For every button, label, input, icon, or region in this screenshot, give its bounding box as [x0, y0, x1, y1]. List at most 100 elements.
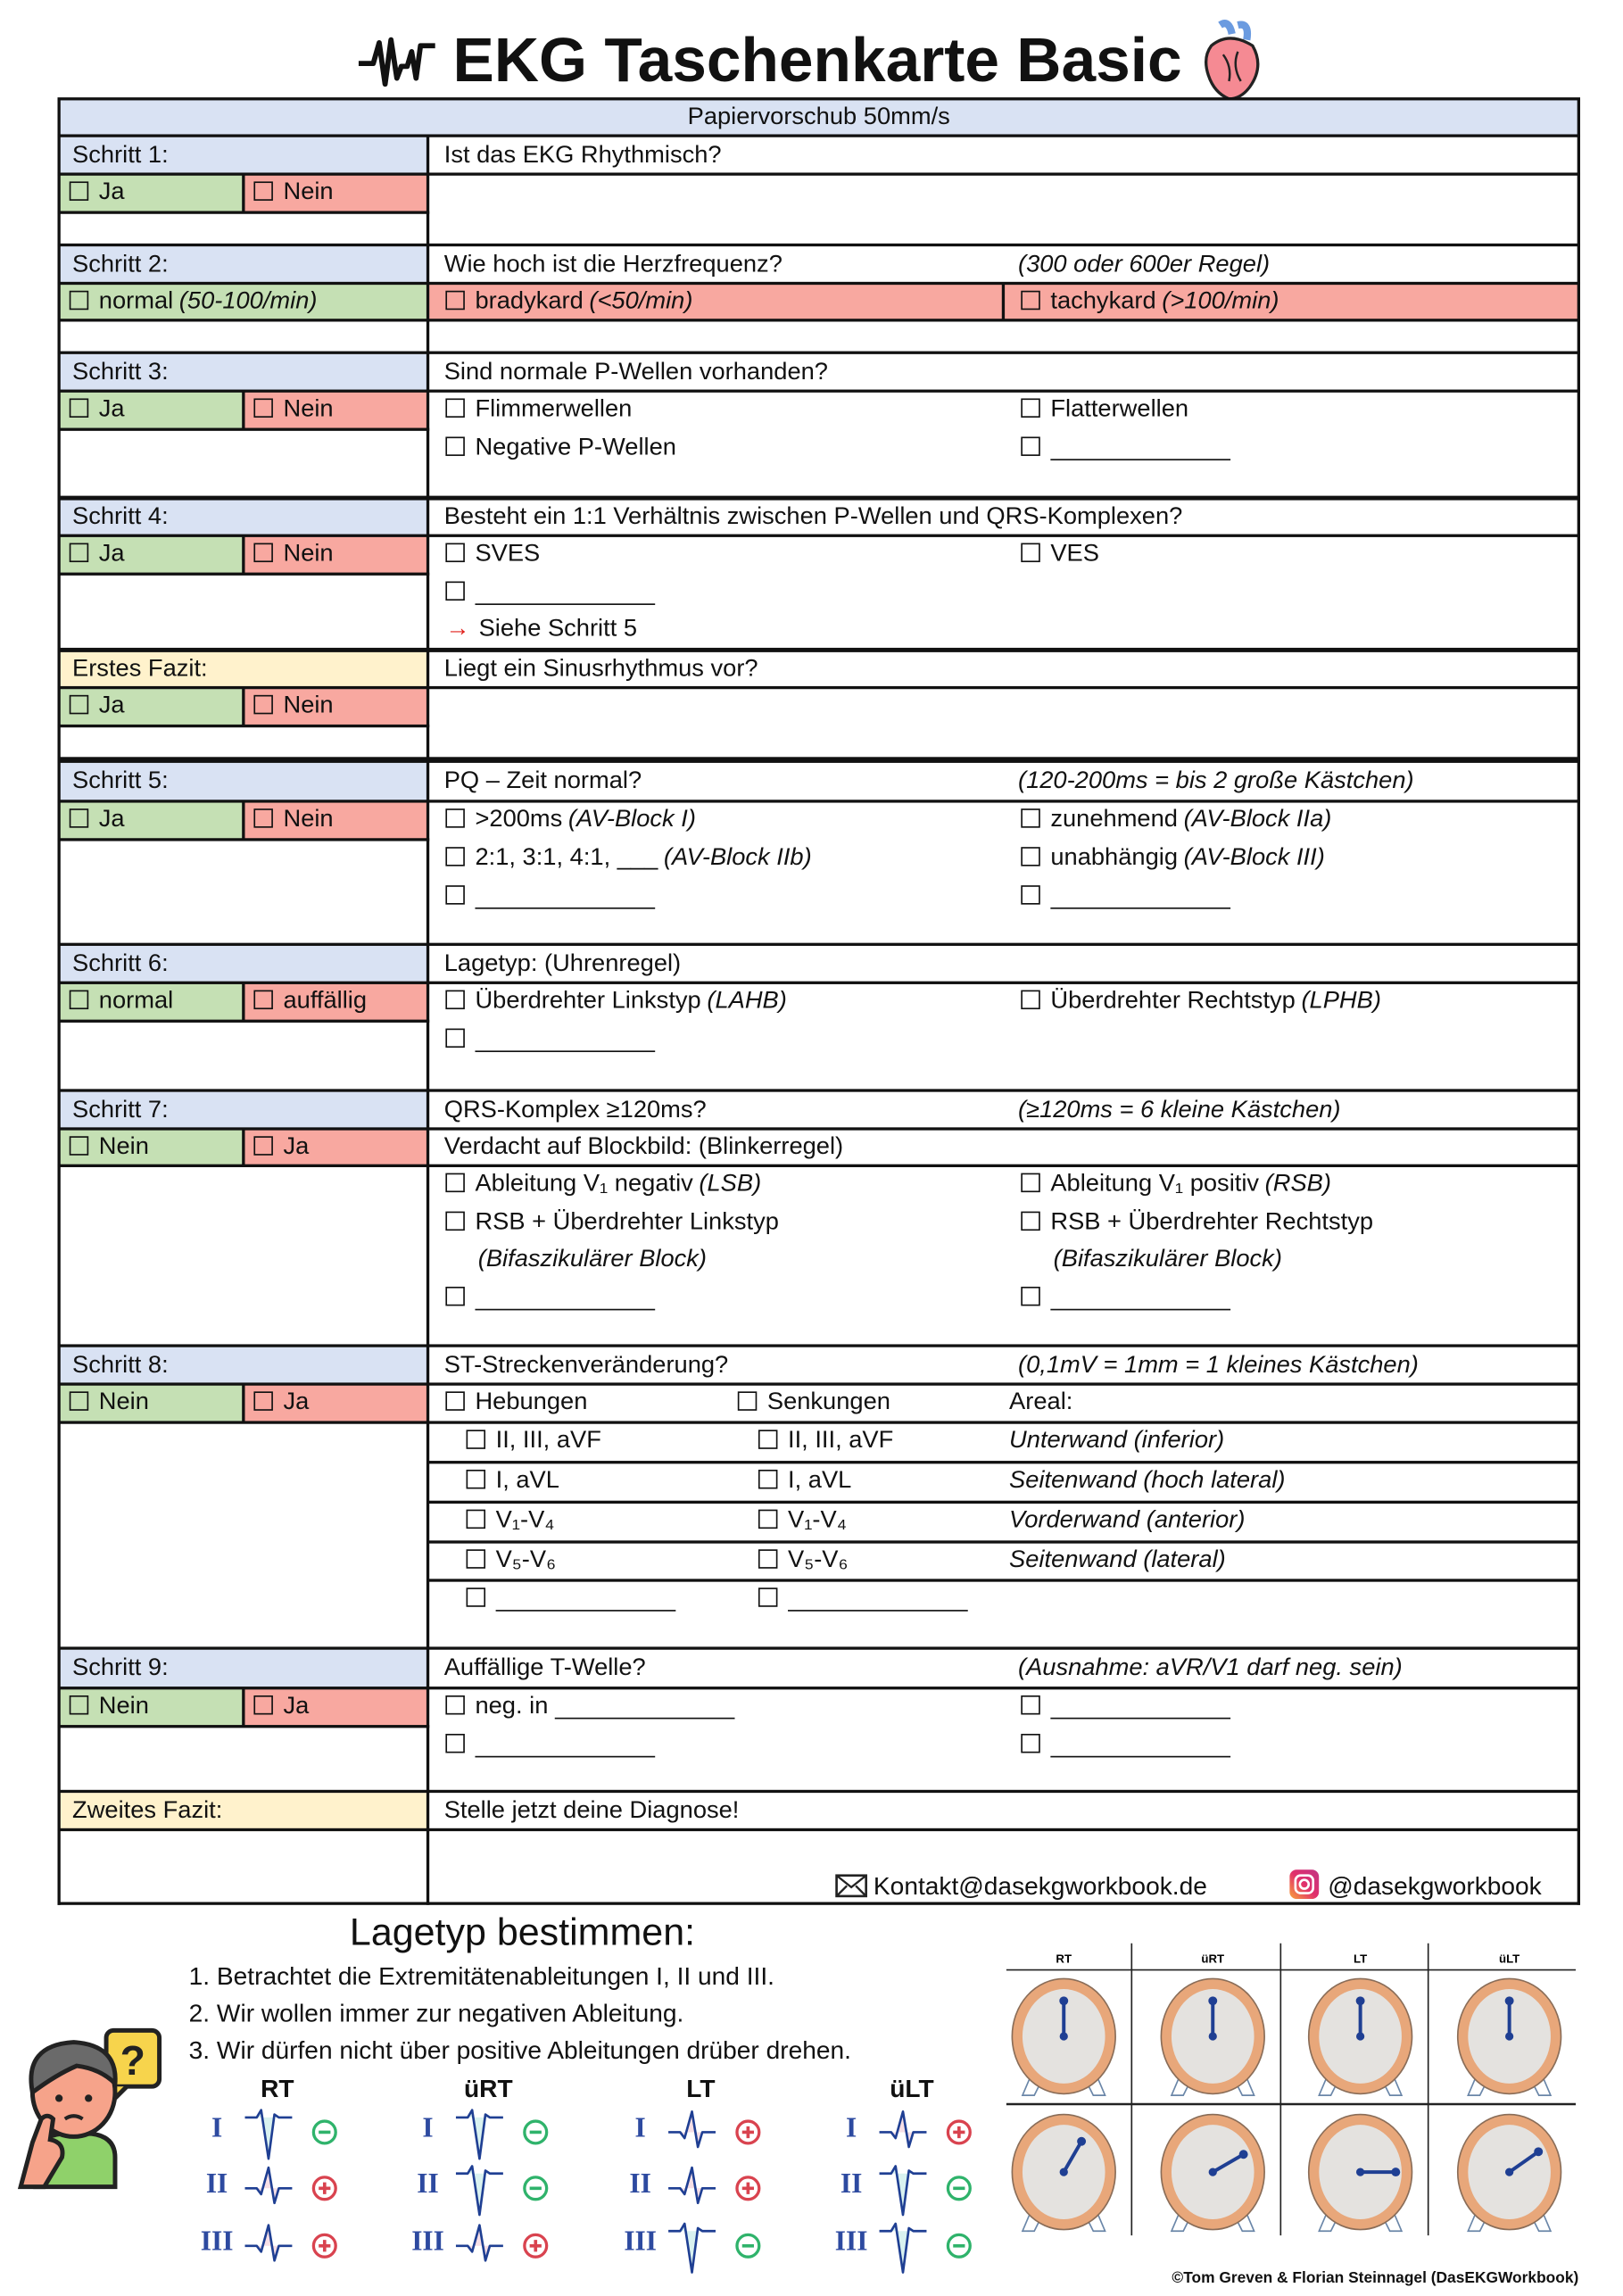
checkbox[interactable]: [445, 398, 465, 418]
option[interactable]: Ableitung V₁ negativ (LSB): [445, 1165, 761, 1202]
checkbox[interactable]: [758, 1469, 778, 1489]
depression-option[interactable]: Senkungen: [737, 1384, 890, 1421]
answer-option[interactable]: Nein: [253, 391, 334, 427]
checkbox[interactable]: [445, 990, 465, 1010]
checkbox[interactable]: [1021, 885, 1040, 905]
checkbox[interactable]: [758, 1430, 778, 1449]
checkbox[interactable]: [445, 1211, 465, 1231]
checkbox[interactable]: [466, 1509, 486, 1529]
answer-option[interactable]: Ja: [69, 535, 125, 572]
write-in-line[interactable]: [1050, 881, 1231, 909]
checkbox[interactable]: [1021, 990, 1040, 1010]
checkbox[interactable]: [253, 181, 273, 201]
write-in-line[interactable]: [475, 577, 656, 605]
option[interactable]: Flatterwellen: [1021, 391, 1188, 427]
rate-brady-option[interactable]: bradykard (<50/min): [445, 283, 692, 319]
checkbox[interactable]: [69, 1136, 89, 1156]
checkbox[interactable]: [1021, 1695, 1040, 1715]
checkbox[interactable]: [1021, 398, 1040, 418]
checkbox[interactable]: [1021, 543, 1040, 563]
checkbox[interactable]: [253, 808, 273, 828]
checkbox[interactable]: [253, 543, 273, 563]
write-in-line[interactable]: [475, 1282, 656, 1311]
checkbox[interactable]: [445, 436, 465, 456]
write-in-line[interactable]: [475, 881, 656, 909]
depression-lead-option[interactable]: V₁-V₄: [758, 1502, 847, 1538]
answer-option[interactable]: Nein: [253, 801, 334, 838]
instagram-contact[interactable]: @dasekgworkbook: [1289, 1868, 1542, 1904]
option[interactable]: Negative P-Wellen: [445, 429, 676, 466]
checkbox[interactable]: [445, 1173, 465, 1193]
option-blank[interactable]: [445, 1280, 656, 1316]
option[interactable]: SVES: [445, 535, 540, 572]
answer-option[interactable]: auffällig: [253, 982, 367, 1019]
option-blank[interactable]: [758, 1580, 968, 1617]
elevation-lead-option[interactable]: I, aVL: [466, 1463, 559, 1499]
option[interactable]: Ableitung V₁ positiv (RSB): [1021, 1165, 1331, 1202]
write-in-line[interactable]: [788, 1583, 968, 1612]
checkbox[interactable]: [69, 290, 89, 311]
checkbox[interactable]: [445, 1733, 465, 1753]
checkbox[interactable]: [1021, 290, 1040, 311]
checkbox[interactable]: [445, 581, 465, 601]
answer-option[interactable]: Nein: [69, 1129, 149, 1165]
checkbox[interactable]: [1021, 808, 1040, 828]
write-in-line[interactable]: [1050, 1691, 1231, 1720]
checkbox[interactable]: [69, 398, 89, 418]
checkbox[interactable]: [445, 1286, 465, 1306]
option-blank[interactable]: [445, 878, 656, 915]
option[interactable]: RSB + Überdrehter Linkstyp: [445, 1204, 779, 1240]
option[interactable]: VES: [1021, 535, 1099, 572]
checkbox[interactable]: [253, 1136, 273, 1156]
answer-option[interactable]: Ja: [253, 1688, 309, 1725]
option[interactable]: 2:1, 3:1, 4:1, ___ (AV-Block IIb): [445, 840, 812, 876]
write-in-line[interactable]: [1050, 1282, 1231, 1311]
answer-option[interactable]: normal: [69, 982, 173, 1019]
option-blank[interactable]: [466, 1580, 676, 1617]
checkbox[interactable]: [466, 1430, 486, 1449]
checkbox[interactable]: [445, 847, 465, 866]
checkbox[interactable]: [1021, 1286, 1040, 1306]
checkbox[interactable]: [1021, 436, 1040, 456]
checkbox[interactable]: [758, 1549, 778, 1569]
option-blank[interactable]: [1021, 1688, 1231, 1725]
depression-lead-option[interactable]: V₅-V₆: [758, 1542, 849, 1579]
checkbox[interactable]: [1021, 1173, 1040, 1193]
checkbox[interactable]: [737, 1391, 758, 1411]
option[interactable]: Flimmerwellen: [445, 391, 632, 427]
email-contact[interactable]: Kontakt@dasekgworkbook.de: [835, 1868, 1207, 1904]
elevation-lead-option[interactable]: II, III, aVF: [466, 1422, 601, 1459]
option-blank[interactable]: [1021, 429, 1231, 466]
checkbox[interactable]: [253, 1695, 273, 1715]
answer-option[interactable]: Nein: [253, 535, 334, 572]
write-in-line[interactable]: [475, 1729, 656, 1758]
checkbox[interactable]: [445, 1695, 465, 1715]
write-in-line[interactable]: [1050, 433, 1231, 460]
checkbox[interactable]: [758, 1587, 778, 1607]
answer-option[interactable]: Ja: [253, 1129, 309, 1165]
checkbox[interactable]: [445, 1028, 465, 1049]
checkbox[interactable]: [69, 1695, 89, 1715]
checkbox[interactable]: [466, 1469, 486, 1489]
rate-normal-option[interactable]: normal (50-100/min): [69, 283, 317, 319]
option[interactable]: zunehmend (AV-Block IIa): [1021, 801, 1331, 838]
checkbox[interactable]: [253, 990, 273, 1010]
option-blank[interactable]: [445, 1727, 656, 1763]
option[interactable]: unabhängig (AV-Block III): [1021, 840, 1325, 876]
option-blank[interactable]: [1021, 878, 1231, 915]
checkbox[interactable]: [69, 990, 89, 1010]
option-blank[interactable]: [445, 574, 656, 610]
elevation-lead-option[interactable]: V₅-V₆: [466, 1542, 556, 1579]
write-in-line[interactable]: [554, 1691, 734, 1720]
option[interactable]: Überdrehter Rechtstyp (LPHB): [1021, 982, 1381, 1019]
option[interactable]: neg. in: [445, 1688, 734, 1725]
checkbox[interactable]: [1021, 1733, 1040, 1753]
checkbox[interactable]: [253, 694, 273, 715]
answer-option[interactable]: Nein: [253, 174, 334, 211]
option[interactable]: >200ms (AV-Block I): [445, 801, 696, 838]
checkbox[interactable]: [445, 543, 465, 563]
elevation-option[interactable]: Hebungen: [445, 1384, 587, 1421]
checkbox[interactable]: [69, 543, 89, 563]
option-blank[interactable]: [1021, 1280, 1231, 1316]
checkbox[interactable]: [69, 808, 89, 828]
